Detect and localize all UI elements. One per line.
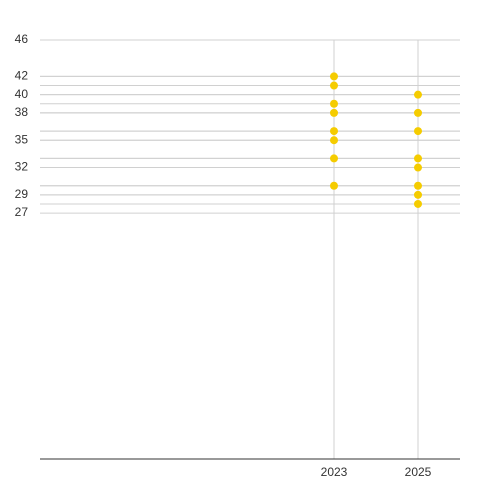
y-tick-label: 38 bbox=[15, 105, 29, 119]
point bbox=[330, 72, 338, 81]
y-tick-label: 35 bbox=[15, 132, 29, 146]
point bbox=[330, 127, 338, 136]
y-tick-label: 29 bbox=[15, 187, 29, 201]
point bbox=[414, 181, 422, 190]
x-tick-label: 2025 bbox=[405, 465, 432, 479]
point bbox=[330, 99, 338, 108]
point bbox=[414, 199, 422, 208]
point bbox=[330, 108, 338, 117]
point bbox=[330, 81, 338, 90]
point bbox=[414, 163, 422, 172]
point bbox=[414, 90, 422, 99]
y-tick-label: 27 bbox=[15, 205, 29, 219]
y-tick-label: 40 bbox=[15, 87, 29, 101]
y-tick-label: 32 bbox=[15, 160, 29, 174]
y-tick-label: 42 bbox=[15, 69, 29, 83]
y-tick-label: 46 bbox=[15, 32, 29, 46]
point bbox=[414, 127, 422, 136]
x-tick-label: 2023 bbox=[321, 465, 348, 479]
point bbox=[330, 154, 338, 163]
point bbox=[414, 154, 422, 163]
point bbox=[330, 136, 338, 145]
point bbox=[330, 181, 338, 190]
point bbox=[414, 190, 422, 199]
point bbox=[414, 108, 422, 117]
